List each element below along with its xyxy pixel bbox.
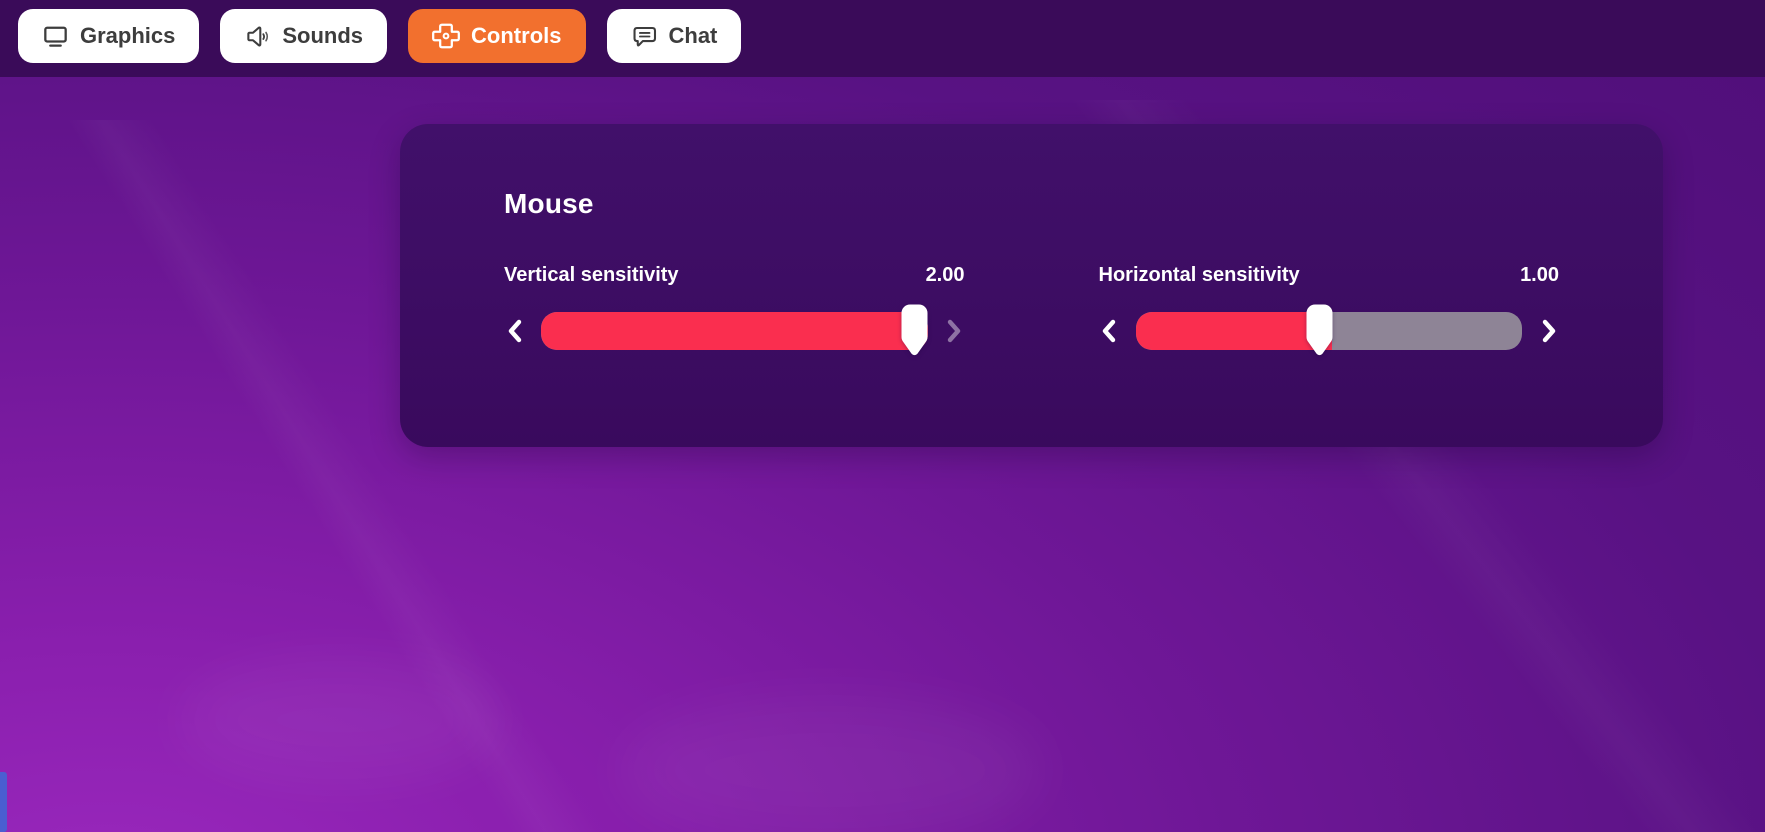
chevron-left-icon [1102, 319, 1116, 343]
chevron-right-icon [1542, 319, 1555, 343]
slider-track[interactable] [541, 312, 928, 350]
chevron-right-icon [947, 319, 961, 343]
chat-icon [631, 23, 658, 50]
background-cloud [620, 700, 1040, 832]
decrease-button[interactable] [504, 319, 524, 343]
slider-label: Vertical sensitivity [504, 264, 679, 286]
slider-thumb[interactable] [901, 304, 928, 359]
background-cloud [180, 660, 500, 780]
decrease-button[interactable] [1099, 319, 1119, 343]
horizontal-sensitivity-slider: Horizontal sensitivity 1.00 [1098, 264, 1559, 359]
left-edge-blue-strip [0, 772, 7, 832]
monitor-icon [42, 23, 69, 50]
tab-label: Graphics [80, 23, 176, 48]
tab-controls[interactable]: Controls [408, 9, 586, 63]
speaker-icon [244, 23, 271, 50]
settings-tab-bar: Graphics Sounds Controls [0, 0, 1765, 77]
chevron-left-icon [508, 319, 521, 343]
slider-fill [1135, 312, 1333, 350]
tab-label: Controls [471, 23, 562, 48]
panel-heading: Mouse [504, 188, 594, 219]
tab-label: Chat [668, 23, 718, 48]
increase-button[interactable] [945, 319, 965, 343]
tab-label: Sounds [282, 23, 364, 48]
slider-value: 1.00 [1520, 264, 1559, 286]
increase-button[interactable] [1539, 319, 1559, 343]
slider-thumb[interactable] [1306, 304, 1333, 359]
slider-track-wrap [1135, 304, 1522, 356]
sliders-row: Vertical sensitivity 2.00 [504, 264, 1559, 359]
slider-track-wrap [541, 304, 928, 356]
dpad-icon [432, 22, 460, 50]
tab-chat[interactable]: Chat [606, 9, 742, 63]
tab-sounds[interactable]: Sounds [220, 9, 388, 63]
mouse-settings-panel: Mouse Vertical sensitivity 2.00 [400, 124, 1663, 447]
tab-graphics[interactable]: Graphics [18, 9, 200, 63]
slider-value: 2.00 [925, 264, 965, 286]
slider-label: Horizontal sensitivity [1098, 264, 1300, 286]
slider-fill [541, 312, 928, 350]
vertical-sensitivity-slider: Vertical sensitivity 2.00 [504, 264, 965, 359]
